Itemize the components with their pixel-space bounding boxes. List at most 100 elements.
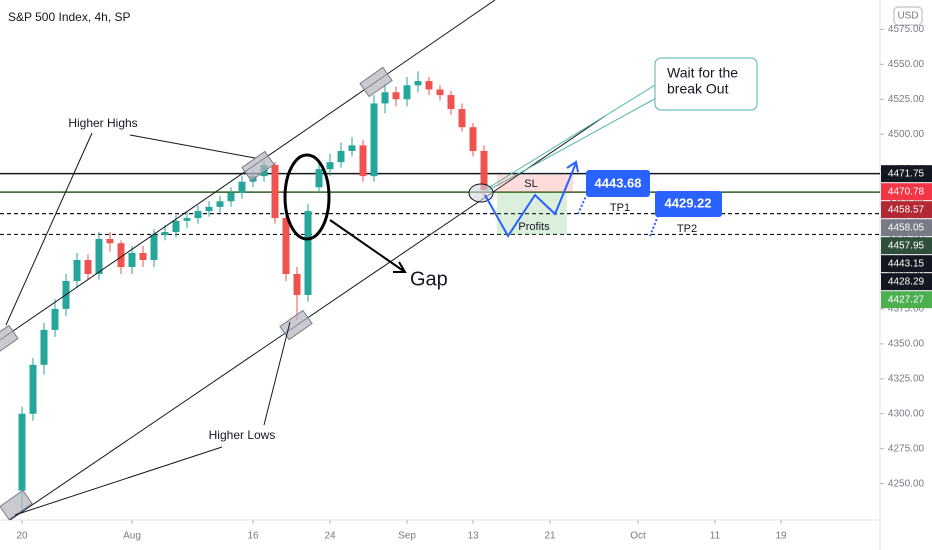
y-tick-label: 4575.00: [888, 24, 925, 35]
price-label-badge: [881, 183, 932, 201]
candle-body: [425, 81, 433, 90]
target-label: 4429.22: [665, 195, 712, 210]
x-tick-label: Aug: [123, 531, 141, 542]
callout-pointer: [484, 95, 661, 193]
candle-body: [282, 218, 290, 274]
drawings: [0, 0, 923, 521]
y-tick-label: 4525.00: [888, 94, 925, 105]
price-label-badge: [881, 165, 932, 183]
pointer: [129, 134, 256, 159]
price-label: 4458.57: [888, 204, 925, 215]
candle-body: [381, 92, 389, 104]
x-tick-label: 13: [467, 531, 479, 542]
candle-body: [469, 127, 477, 151]
candle-body: [392, 92, 400, 100]
price-label: 4428.29: [888, 276, 925, 287]
callout-text: Wait for the: [667, 65, 738, 81]
candle-body: [150, 234, 158, 260]
candle-body: [95, 239, 103, 274]
y-tick-label: 4350.00: [888, 339, 925, 350]
currency-badge: [893, 6, 923, 26]
price-label-badge: [881, 291, 932, 309]
price-label: 4471.75: [888, 168, 925, 179]
candle-body: [348, 145, 356, 151]
x-tick-label: 21: [544, 531, 556, 542]
stop-zone: [497, 175, 573, 192]
annotation: TP1: [610, 202, 630, 214]
price-label: 4427.27: [888, 294, 925, 305]
x-tick-label: 24: [324, 531, 336, 542]
candle-body: [447, 95, 455, 110]
candle-body: [458, 109, 466, 128]
candle-body: [139, 253, 147, 260]
annotation: TP2: [677, 223, 697, 235]
candle-body: [194, 211, 202, 219]
candle-body: [304, 211, 312, 295]
gap-arrow-head: [393, 261, 407, 273]
x-tick-label: 20: [16, 531, 28, 542]
candle-body: [337, 150, 345, 163]
candle-body: [414, 81, 422, 86]
candle-body: [29, 364, 37, 414]
price-label: 4458.05: [888, 222, 925, 233]
chart-title: S&P 500 Index, 4h, SP: [8, 10, 131, 24]
candle-body: [238, 181, 246, 193]
price-label: 4457.95: [888, 240, 925, 251]
x-tick-label: Oct: [630, 531, 646, 542]
gap-circle: [283, 153, 331, 241]
gap-arrow: [329, 219, 406, 273]
candle-body: [480, 150, 488, 191]
price-label-badge: [881, 219, 932, 237]
candle-body: [161, 232, 169, 235]
price-label: 4443.15: [888, 258, 925, 269]
y-tick-label: 4250.00: [888, 478, 925, 489]
candle-body: [51, 308, 59, 330]
target-badge: [586, 170, 650, 197]
projection: [484, 162, 577, 238]
callout-text: break Out: [667, 81, 729, 97]
candle-body: [293, 273, 301, 295]
price-label-badge: [881, 237, 932, 255]
candle-body: [183, 218, 191, 221]
y-tick-label: 4275.00: [888, 443, 925, 454]
target-label: 4443.68: [595, 175, 642, 190]
y-tick-label: 4375.00: [888, 304, 925, 315]
y-tick-label: 4500.00: [888, 129, 925, 140]
candle-body: [117, 243, 125, 267]
y-tick-label: 4325.00: [888, 373, 925, 384]
candle-body: [436, 89, 444, 96]
target-link: [649, 215, 659, 237]
candle-body: [205, 206, 213, 212]
target-link: [577, 195, 587, 215]
candle-body: [315, 169, 323, 188]
y-tick-label: 4550.00: [888, 59, 925, 70]
x-tick-label: 19: [775, 531, 787, 542]
annotation: Gap: [410, 268, 448, 290]
candle-body: [359, 145, 367, 177]
candle-body: [172, 220, 180, 233]
x-tick-label: Sep: [398, 531, 416, 542]
pointer: [5, 132, 93, 326]
candle-body: [73, 260, 81, 281]
candle-body: [326, 162, 334, 170]
price-label-badge: [881, 273, 932, 291]
pointer: [263, 321, 291, 426]
candle-body: [271, 164, 279, 219]
touch-boxes: [0, 66, 393, 521]
x-tick-label: 11: [710, 531, 721, 542]
price-label: 4470.78: [888, 186, 925, 197]
projection-head: [566, 160, 579, 173]
callout-box: [654, 57, 758, 111]
candle-body: [216, 201, 224, 207]
target-badge: [655, 191, 722, 217]
callout-pointer: [484, 81, 661, 191]
annotation: SL: [524, 178, 537, 190]
annotation: Higher Lows: [209, 428, 276, 442]
entry-circle: [468, 183, 494, 203]
candle-body: [227, 192, 235, 202]
price-label-badge: [881, 255, 932, 273]
x-tick-label: 16: [247, 531, 259, 542]
candle-body: [128, 253, 136, 267]
